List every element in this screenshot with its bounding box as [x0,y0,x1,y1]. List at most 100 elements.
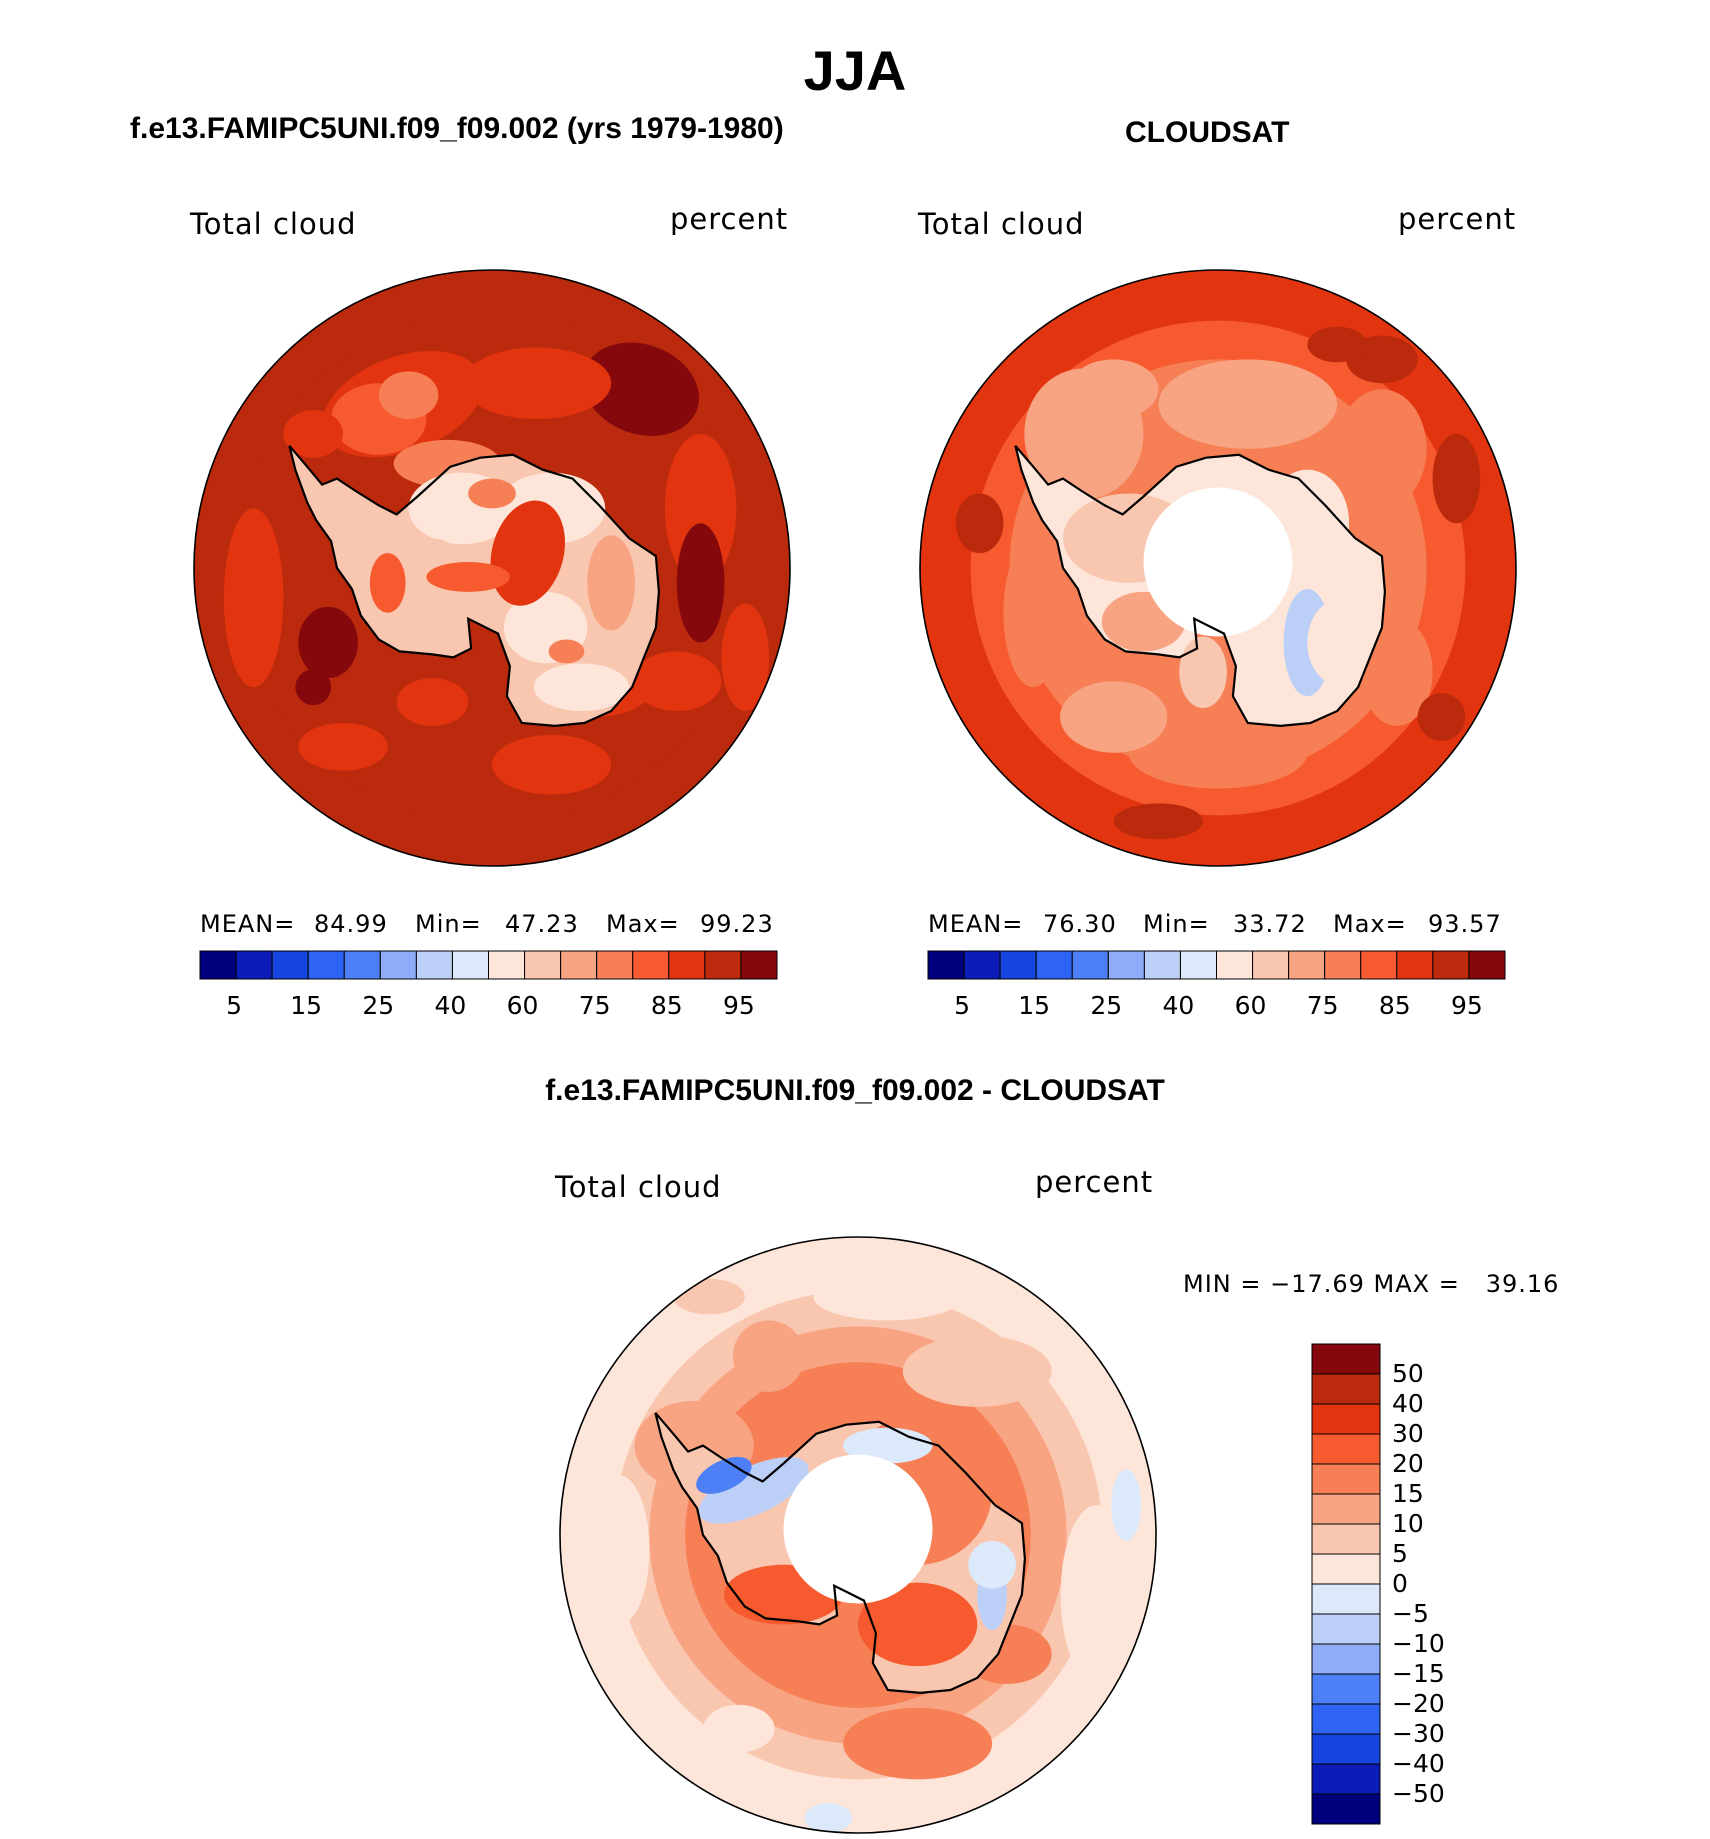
land-blob [858,1582,978,1667]
panel3-units-label: percent [1035,1165,1154,1199]
colorbar-box [1311,1343,1381,1375]
panel1-variable-label: Total cloud [190,207,357,241]
map-field [920,270,1516,866]
panel3-title: f.e13.FAMIPC5UNI.f09_f09.002 - CLOUDSAT [545,1074,1165,1107]
map-border [193,269,791,867]
field-blob [843,1707,993,1780]
land-blob [468,478,516,509]
field-blob [1060,681,1168,753]
colorbar-box [343,950,381,980]
panel1-min-label: Min= [415,910,482,938]
colorbar-box [379,950,417,980]
colorbar-box [1311,1793,1381,1825]
field-blob [1337,389,1427,509]
colorbar-tick-label: 75 [1306,991,1339,1020]
field-blob [1111,1469,1142,1541]
field-blob [1432,433,1481,524]
colorbar-box [1311,1583,1381,1615]
land-blob [369,553,406,613]
colorbar-tick-label: −30 [1392,1719,1445,1748]
field-blob [632,651,722,712]
field-blob [902,1335,1052,1407]
field-blob [1128,717,1308,789]
panel1-colorbar [199,950,778,980]
field-blob [223,508,284,688]
field-blob [589,1475,650,1625]
colorbar-box [1143,950,1181,980]
colorbar-box [1324,950,1362,980]
colorbar-box [1035,950,1073,980]
panel3-variable-label: Total cloud [555,1170,722,1204]
field-blob [804,1803,853,1833]
panel1-max-label: Max= [606,910,680,938]
missing-data-pole [1143,487,1293,637]
colorbar-box [1311,1433,1381,1465]
missing-data-pole [783,1454,933,1604]
colorbar-box [524,950,562,980]
colorbar-tick-label: 15 [1018,991,1051,1020]
field-blob [298,722,388,771]
field-blob [1113,803,1204,840]
field-blob [1361,618,1433,726]
colorbar-box [307,950,345,980]
colorbar-tick-label: 85 [650,991,683,1020]
colorbar-box [963,950,1001,980]
colorbar-box [668,950,706,980]
antarctica-coastline [288,445,661,728]
colorbar-box [235,950,273,980]
colorbar-box [1179,950,1217,980]
colorbar-tick-label: 5 [1392,1539,1408,1568]
colorbar-box [1311,1763,1381,1795]
land-blob [548,639,585,664]
field-blob [955,493,1004,554]
colorbar-tick-label: 40 [1162,991,1195,1020]
field-blob [1069,359,1159,420]
colorbar-tick-label: 20 [1392,1449,1424,1478]
map-border [559,1236,1157,1834]
panel2-min-label: Min= [1143,910,1210,938]
colorbar-box [1107,950,1145,980]
colorbar-tick-label: 50 [1392,1359,1424,1388]
field-blob [1417,693,1466,741]
panel1-units-label: percent [670,202,789,236]
field-blob [378,371,439,419]
colorbar-box [1432,950,1470,980]
panel2-variable-label: Total cloud [918,207,1085,241]
panel1-title: f.e13.FAMIPC5UNI.f09_f09.002 (yrs 1979-1… [130,112,784,145]
panel2-colorbar [927,950,1506,980]
panel3-colorbar [1311,1343,1381,1825]
colorbar-tick-label: −50 [1392,1779,1445,1808]
colorbar-tick-label: 85 [1378,991,1411,1020]
colorbar-tick-label: −10 [1392,1629,1445,1658]
colorbar-box [1252,950,1290,980]
main-title: JJA [803,39,907,102]
field-blob [673,1278,745,1315]
field-blob [1003,538,1064,688]
colorbar-box [1311,1373,1381,1405]
field-blob [298,606,358,679]
map-field [194,270,790,866]
colorbar-box [1311,1523,1381,1555]
field-blob [676,523,725,643]
colorbar-tick-label: 95 [723,991,755,1020]
field-blob [283,410,344,458]
panel3-minmax-text: MIN = −17.69 MAX = 39.16 [1183,1270,1560,1298]
colorbar-tick-label: 30 [1392,1419,1424,1448]
colorbar-box [1071,950,1109,980]
colorbar-tick-label: 40 [1392,1389,1424,1418]
colorbar-box [1311,1493,1381,1525]
colorbar-tick-label: −15 [1392,1659,1445,1688]
colorbar-box [740,950,778,980]
colorbar-box [1311,1553,1381,1585]
colorbar-box [271,950,309,980]
colorbar-tick-label: 25 [362,991,395,1020]
panel2-units-label: percent [1398,202,1517,236]
field-blob [1060,1505,1133,1684]
colorbar-tick-label: 10 [1392,1509,1424,1538]
land-blob [533,663,630,712]
field-blob [491,734,612,795]
colorbar-box [1311,1613,1381,1645]
panel2-max-label: Max= [1333,910,1407,938]
field-blob [295,669,332,706]
